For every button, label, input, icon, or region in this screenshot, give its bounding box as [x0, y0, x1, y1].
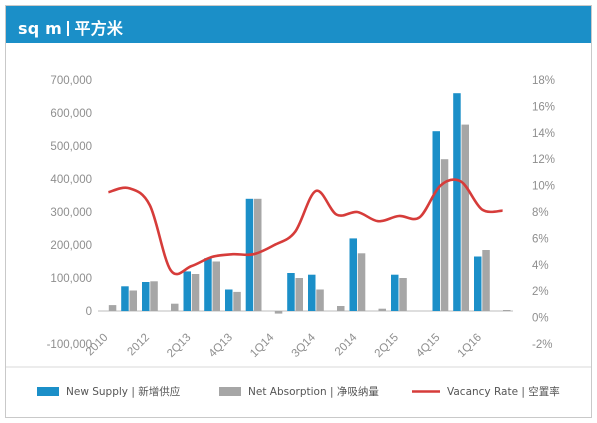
y-right-tick-label: 16%	[532, 101, 555, 113]
x-tick-label: 2012	[125, 332, 152, 359]
absorption-bar	[295, 278, 303, 311]
y-right-tick-label: 0%	[532, 313, 549, 325]
legend: New Supply | 新增供应 Net Absorption | 净吸纳量 …	[37, 385, 560, 398]
absorption-bar	[254, 198, 262, 311]
y-right-tick-label: 14%	[532, 128, 555, 140]
x-tick-label: 1Q14	[248, 331, 277, 360]
legend-supply-label: New Supply | 新增供应	[66, 385, 181, 398]
y-right-tick-label: -2%	[532, 339, 552, 351]
unit-en: sq m	[18, 19, 63, 38]
absorption-bar	[337, 306, 345, 311]
absorption-bar	[212, 261, 220, 311]
absorption-bar	[171, 303, 179, 311]
unit-title: sq m 平方米	[18, 15, 123, 39]
supply-bar	[432, 131, 440, 311]
y-left-tick-label: 700,000	[50, 75, 92, 87]
y-left-tick-label: -100,000	[47, 339, 92, 351]
supply-bar	[142, 282, 150, 311]
absorption-bar	[399, 278, 407, 311]
supply-bar	[308, 274, 316, 311]
supply-bar	[225, 289, 233, 311]
y-right-tick-label: 18%	[532, 75, 555, 87]
absorption-bar	[357, 253, 366, 312]
legend-vacancy-label: Vacancy Rate | 空置率	[447, 385, 560, 398]
y-left-tick-label: 400,000	[50, 174, 92, 186]
left-axis-ticks: -100,000 0 100,000 200,000 300,000 400,000 500…	[47, 75, 92, 351]
y-left-tick-label: 200,000	[50, 240, 92, 252]
y-left-tick-label: 500,000	[50, 141, 92, 153]
x-tick-label: 2010	[84, 332, 111, 359]
supply-bar	[349, 238, 357, 311]
absorption-bar	[150, 281, 158, 311]
supply-bar	[474, 256, 482, 311]
unit-cn: 平方米	[74, 19, 124, 38]
absorption-bar	[482, 250, 490, 311]
supply-bar	[287, 273, 295, 311]
y-right-tick-label: 2%	[532, 286, 549, 298]
absorption-bar	[233, 291, 241, 311]
vacancy-rate-line	[108, 178, 503, 276]
legend-absorption-swatch	[219, 387, 241, 396]
supply-bar	[183, 271, 191, 311]
absorption-bar	[503, 310, 511, 311]
absorption-bar	[440, 159, 449, 311]
absorption-bar	[108, 305, 117, 311]
supply-bar	[391, 274, 399, 311]
supply-bar	[453, 93, 461, 311]
y-right-tick-label: 10%	[532, 181, 555, 193]
absorption-bar	[316, 289, 324, 311]
y-left-tick-label: 600,000	[50, 108, 92, 120]
x-axis-ticks: 2010 2012 2Q13 4Q13 1Q14 3Q14 2014 2Q15 4Q15 1Q16	[84, 331, 484, 360]
absorption-bar	[191, 274, 200, 311]
absorption-bar	[378, 308, 386, 311]
supply-bar	[204, 258, 212, 311]
y-right-tick-label: 8%	[532, 207, 549, 219]
right-axis-ticks: -2% 0% 2% 4% 6% 8% 10% 12% 14% 16% 18%	[532, 75, 555, 351]
absorption-bar	[461, 124, 469, 311]
x-tick-label: 2Q15	[373, 332, 401, 360]
x-tick-label: 4Q15	[414, 332, 442, 360]
x-tick-label: 1Q16	[456, 332, 484, 360]
y-right-tick-label: 12%	[532, 154, 555, 166]
x-tick-label: 4Q13	[207, 332, 235, 360]
x-tick-label: 3Q14	[290, 331, 319, 360]
supply-bar	[121, 286, 129, 312]
y-left-tick-label: 300,000	[50, 207, 92, 219]
legend-absorption-label: Net Absorption | 净吸纳量	[248, 385, 379, 398]
absorption-bar	[129, 290, 137, 311]
absorption-bar	[274, 311, 283, 314]
bar-series	[108, 93, 511, 314]
y-right-tick-label: 4%	[532, 260, 549, 272]
y-left-tick-label: 100,000	[50, 273, 92, 285]
title-separator	[67, 21, 69, 36]
y-left-tick-label: 0	[86, 306, 92, 318]
legend-supply-swatch	[37, 387, 59, 396]
x-tick-label: 2014	[333, 331, 360, 358]
line-series	[108, 178, 503, 276]
x-tick-label: 2Q13	[165, 332, 193, 360]
y-right-tick-label: 6%	[532, 233, 549, 245]
chart-header: sq m 平方米	[6, 6, 591, 43]
